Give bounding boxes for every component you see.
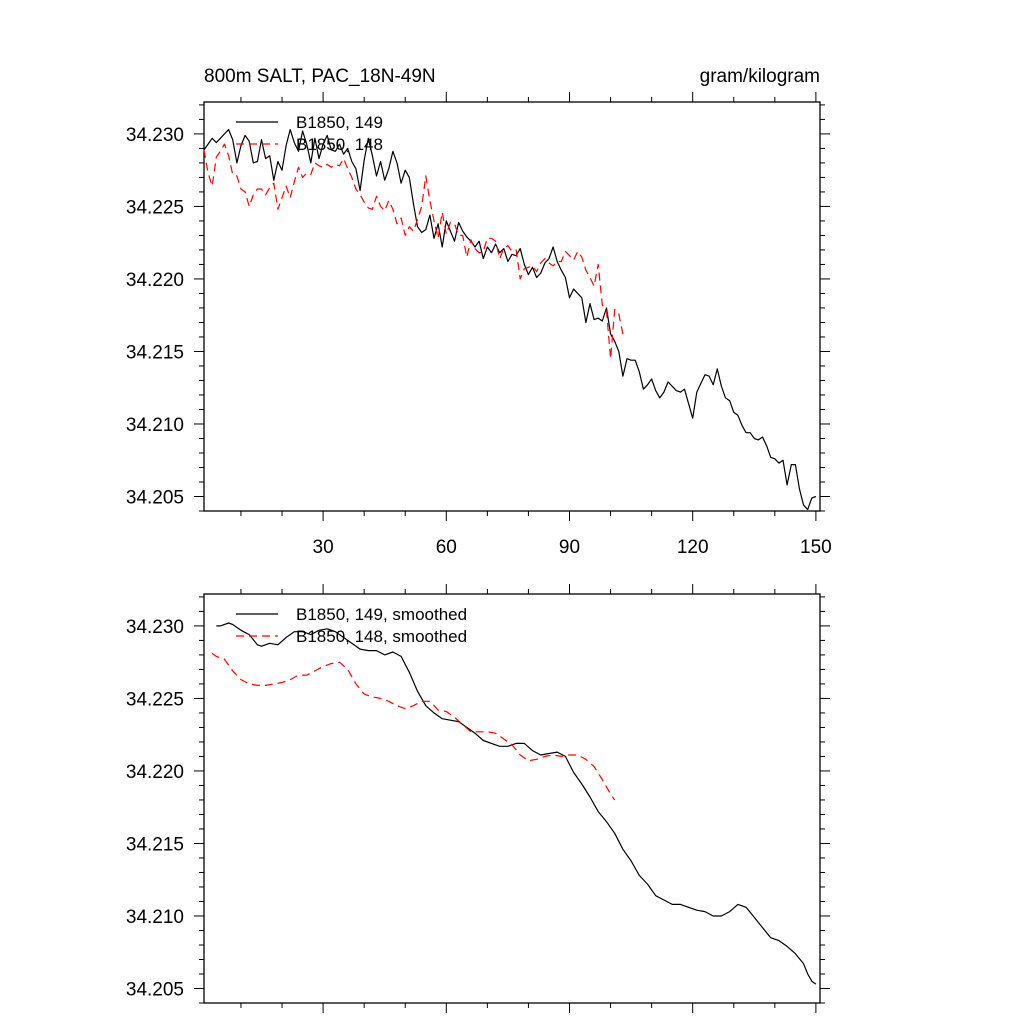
top-legend-label-1: B1850, 148 [296,135,383,154]
top-panel-plot-area: 30 60 90 120 150 34.205 34.210 34.215 34.220 34.2… [126,92,832,558]
top-y-tick-label: 34.210 [126,415,184,436]
bottom-y-tick-label: 34.225 [126,689,184,710]
top-y-tick-label: 34.215 [126,342,184,363]
top-x-tick-label: 90 [559,537,580,558]
top-panel-title: 800m SALT, PAC_18N-49N [204,66,436,87]
top-x-tick-label: 120 [677,537,709,558]
top-panel: 800m SALT, PAC_18N-49N gram/kilogram 30 6… [126,66,832,558]
top-plot-frame [203,101,821,512]
bottom-plot-frame [203,593,821,1004]
top-series-line-0 [203,129,817,511]
bottom-y-tick-label: 34.220 [126,762,184,783]
top-y-tick-label: 34.230 [126,125,184,146]
bottom-y-tick-label: 34.215 [126,834,184,855]
top-y-tick-label: 34.225 [126,197,184,218]
top-y-tick-label: 34.205 [126,487,184,508]
bottom-series-line-0 [216,622,817,985]
top-y-tick-label: 34.220 [126,270,184,291]
top-panel-units: gram/kilogram [700,66,820,87]
bottom-legend-label-1: B1850, 148, smoothed [296,627,467,646]
bottom-series-line-1 [211,653,616,801]
bottom-legend-label-0: B1850, 149, smoothed [296,605,467,624]
top-x-tick-label: 60 [436,537,457,558]
top-x-tick-label: 150 [800,537,832,558]
bottom-panel-plot-area: 34.205 34.210 34.215 34.220 34.225 34.230 B185… [126,584,830,1013]
top-series-line-1 [203,143,624,360]
top-x-tick-label: 30 [313,537,334,558]
bottom-y-tick-label: 34.205 [126,979,184,1000]
top-legend-label-0: B1850, 149 [296,113,383,132]
bottom-panel: 34.205 34.210 34.215 34.220 34.225 34.230 B185… [126,584,830,1013]
bottom-y-tick-label: 34.230 [126,617,184,638]
bottom-y-tick-label: 34.210 [126,907,184,928]
